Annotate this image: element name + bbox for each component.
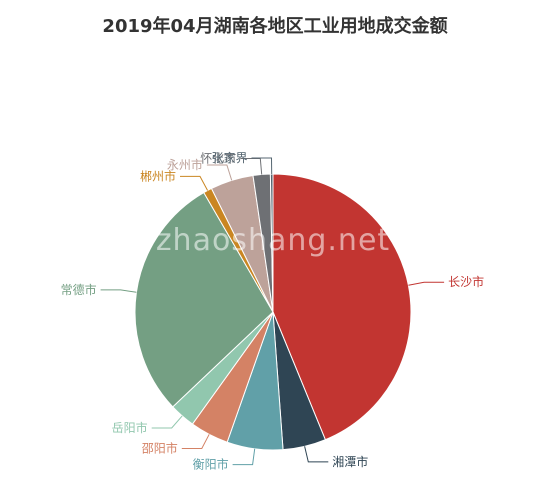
pie-slice-1[interactable] xyxy=(272,173,412,441)
slice-label-10: 张家界 xyxy=(211,150,247,165)
leader-line-4 xyxy=(181,434,210,449)
slice-label-3: 衡阳市 xyxy=(193,457,229,472)
leader-line-3 xyxy=(232,448,256,466)
leader-line-6 xyxy=(100,289,137,293)
leader-line-7 xyxy=(180,175,209,191)
slice-label-7: 郴州市 xyxy=(140,168,176,183)
slice-label-8: 永州市 xyxy=(167,157,203,172)
slice-label-4: 邵阳市 xyxy=(142,441,178,456)
slice-label-6: 常德市 xyxy=(61,282,97,297)
leader-line-5 xyxy=(151,415,183,429)
leader-line-1 xyxy=(408,281,445,286)
slice-label-5: 岳阳市 xyxy=(112,420,148,435)
chart-title: 2019年04月湖南各地区工业用地成交金额 xyxy=(102,16,448,37)
leader-line-2 xyxy=(304,446,329,463)
pie-slice-6[interactable] xyxy=(134,191,274,408)
slice-label-2: 湘潭市 xyxy=(332,454,368,469)
slice-label-1: 长沙市 xyxy=(448,274,484,289)
leader-line-8 xyxy=(206,164,233,181)
leader-line-10 xyxy=(251,157,273,175)
watermark-text: zhaoshang.net xyxy=(156,223,390,258)
slice-label-9: 怀化市 xyxy=(200,151,236,166)
pie-slice-10[interactable] xyxy=(269,173,274,313)
